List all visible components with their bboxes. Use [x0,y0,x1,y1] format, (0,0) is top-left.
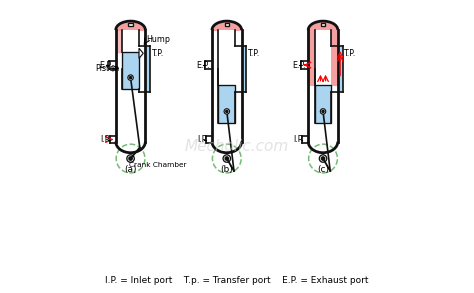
Bar [128,23,133,26]
Circle shape [225,157,228,160]
Circle shape [127,155,134,162]
Bar [122,30,139,52]
Circle shape [319,155,327,162]
Text: T.P.: T.P. [151,49,163,58]
Polygon shape [212,21,242,30]
Bar [315,30,331,85]
Circle shape [129,157,132,160]
Text: Crank Chamber: Crank Chamber [129,162,186,168]
Bar [219,30,235,85]
Polygon shape [139,48,143,58]
Circle shape [320,109,326,114]
Circle shape [226,110,228,113]
Bar [122,52,139,89]
Text: Mecholic.com: Mecholic.com [185,139,289,154]
Bar [315,85,331,122]
Bar [225,23,229,26]
Text: E.P.: E.P. [196,61,210,69]
Polygon shape [116,21,146,30]
Text: E.P.: E.P. [100,61,113,69]
Text: Hump: Hump [146,35,170,44]
Bar [338,47,343,92]
Bar [146,47,150,92]
Circle shape [224,109,229,114]
Circle shape [129,76,132,79]
Text: E.P.: E.P. [292,61,306,69]
Text: I.P.: I.P. [293,135,304,144]
Text: (b): (b) [220,166,233,174]
Circle shape [128,75,133,80]
Text: Piston: Piston [95,64,119,73]
Text: I.P. = Inlet port    T.p. = Transfer port    E.P. = Exhaust port: I.P. = Inlet port T.p. = Transfer port E… [105,275,369,285]
Circle shape [322,110,324,113]
Bar [242,47,246,92]
Circle shape [321,157,325,160]
Circle shape [223,155,230,162]
Bar [219,85,235,122]
Text: (a): (a) [124,166,137,174]
Text: I.P.: I.P. [100,135,111,144]
Text: T.P.: T.P. [247,49,259,58]
Text: I.P.: I.P. [197,135,208,144]
Text: T.P.: T.P. [343,49,356,58]
Polygon shape [116,30,122,52]
Text: (c): (c) [317,166,329,174]
Bar [321,23,325,26]
Polygon shape [308,21,338,85]
